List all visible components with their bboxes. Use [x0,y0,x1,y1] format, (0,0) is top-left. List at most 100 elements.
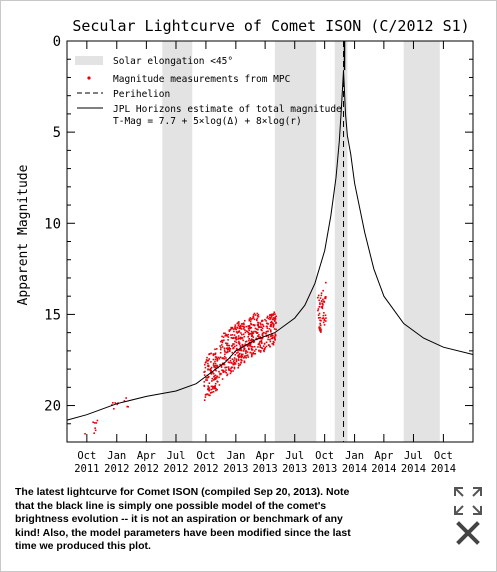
magnitude-point [238,327,241,330]
magnitude-point [237,335,240,337]
y-tick-label: 15 [44,307,61,323]
magnitude-point [211,385,214,388]
magnitude-point [223,355,226,358]
magnitude-point [319,303,321,306]
magnitude-point [228,346,231,349]
magnitude-point [234,361,236,364]
magnitude-point [94,427,96,429]
magnitude-point [247,325,249,328]
magnitude-point [255,328,258,330]
magnitude-point [249,320,252,323]
magnitude-point [269,338,271,341]
magnitude-point [320,300,323,302]
magnitude-point [322,317,325,319]
magnitude-point [214,376,217,379]
magnitude-point [265,345,268,348]
magnitude-point [215,348,218,350]
magnitude-point [227,333,229,336]
magnitude-point [223,363,226,366]
magnitude-point [216,366,218,369]
magnitude-point [251,339,254,341]
magnitude-point [321,302,323,305]
magnitude-point [317,294,320,297]
magnitude-point [240,348,242,351]
magnitude-point [273,328,276,330]
magnitude-point [264,332,267,335]
x-tick-month: Oct [434,450,453,462]
magnitude-point [231,358,234,360]
magnitude-point [223,339,225,342]
magnitude-point [272,324,275,327]
magnitude-point [241,353,244,356]
magnitude-point [212,353,215,356]
magnitude-point [208,394,210,396]
magnitude-point [248,333,251,335]
magnitude-point [247,333,250,336]
magnitude-point [263,343,266,345]
magnitude-point [241,333,243,336]
magnitude-point [223,347,226,350]
magnitude-point [226,344,228,346]
magnitude-point [207,388,210,391]
magnitude-point [275,321,277,324]
magnitude-point [244,331,247,334]
magnitude-point [212,364,215,366]
magnitude-point [228,329,231,332]
magnitude-point [250,332,253,335]
magnitude-point [207,375,210,378]
magnitude-point [275,315,277,318]
magnitude-point [241,359,243,362]
magnitude-point [259,337,261,340]
magnitude-point [253,340,256,343]
magnitude-point [235,358,237,360]
x-tick-month: Jul [404,450,423,462]
magnitude-point [206,356,208,359]
magnitude-point [267,344,270,346]
magnitude-point [212,379,215,381]
magnitude-point [241,325,244,328]
magnitude-point [253,345,256,348]
magnitude-point [114,402,117,404]
magnitude-point [263,332,265,334]
close-button[interactable] [456,521,480,545]
magnitude-point [237,342,240,344]
magnitude-point [214,374,217,377]
magnitude-point [249,317,252,319]
magnitude-point [259,351,262,353]
magnitude-point [244,340,247,343]
expand-button[interactable] [452,485,484,517]
magnitude-point [235,328,238,331]
magnitude-point [203,374,206,376]
magnitude-point [252,324,255,326]
magnitude-point [256,315,259,317]
magnitude-point [214,362,217,365]
magnitude-point [272,343,275,346]
magnitude-point [258,343,260,345]
magnitude-point [219,345,221,347]
magnitude-point [219,372,221,375]
x-tick-year: 2013 [282,463,307,475]
legend-point-swatch [87,76,91,80]
magnitude-point [319,319,321,322]
magnitude-point [238,343,241,346]
magnitude-point [214,384,216,387]
magnitude-point [238,356,240,359]
magnitude-point [206,365,209,367]
magnitude-point [264,318,266,321]
magnitude-point [240,362,242,364]
magnitude-point [322,298,324,301]
magnitude-point [241,337,243,340]
magnitude-point [245,352,247,355]
magnitude-point [245,330,248,332]
magnitude-point [271,336,274,339]
magnitude-point [266,316,268,319]
magnitude-point [231,366,233,369]
magnitude-point [265,325,268,328]
magnitude-point [247,356,250,358]
magnitude-point [272,340,275,343]
magnitude-point [274,316,277,318]
magnitude-point [205,359,208,361]
magnitude-point [227,350,229,353]
magnitude-point [267,330,269,333]
magnitude-point [238,323,240,325]
